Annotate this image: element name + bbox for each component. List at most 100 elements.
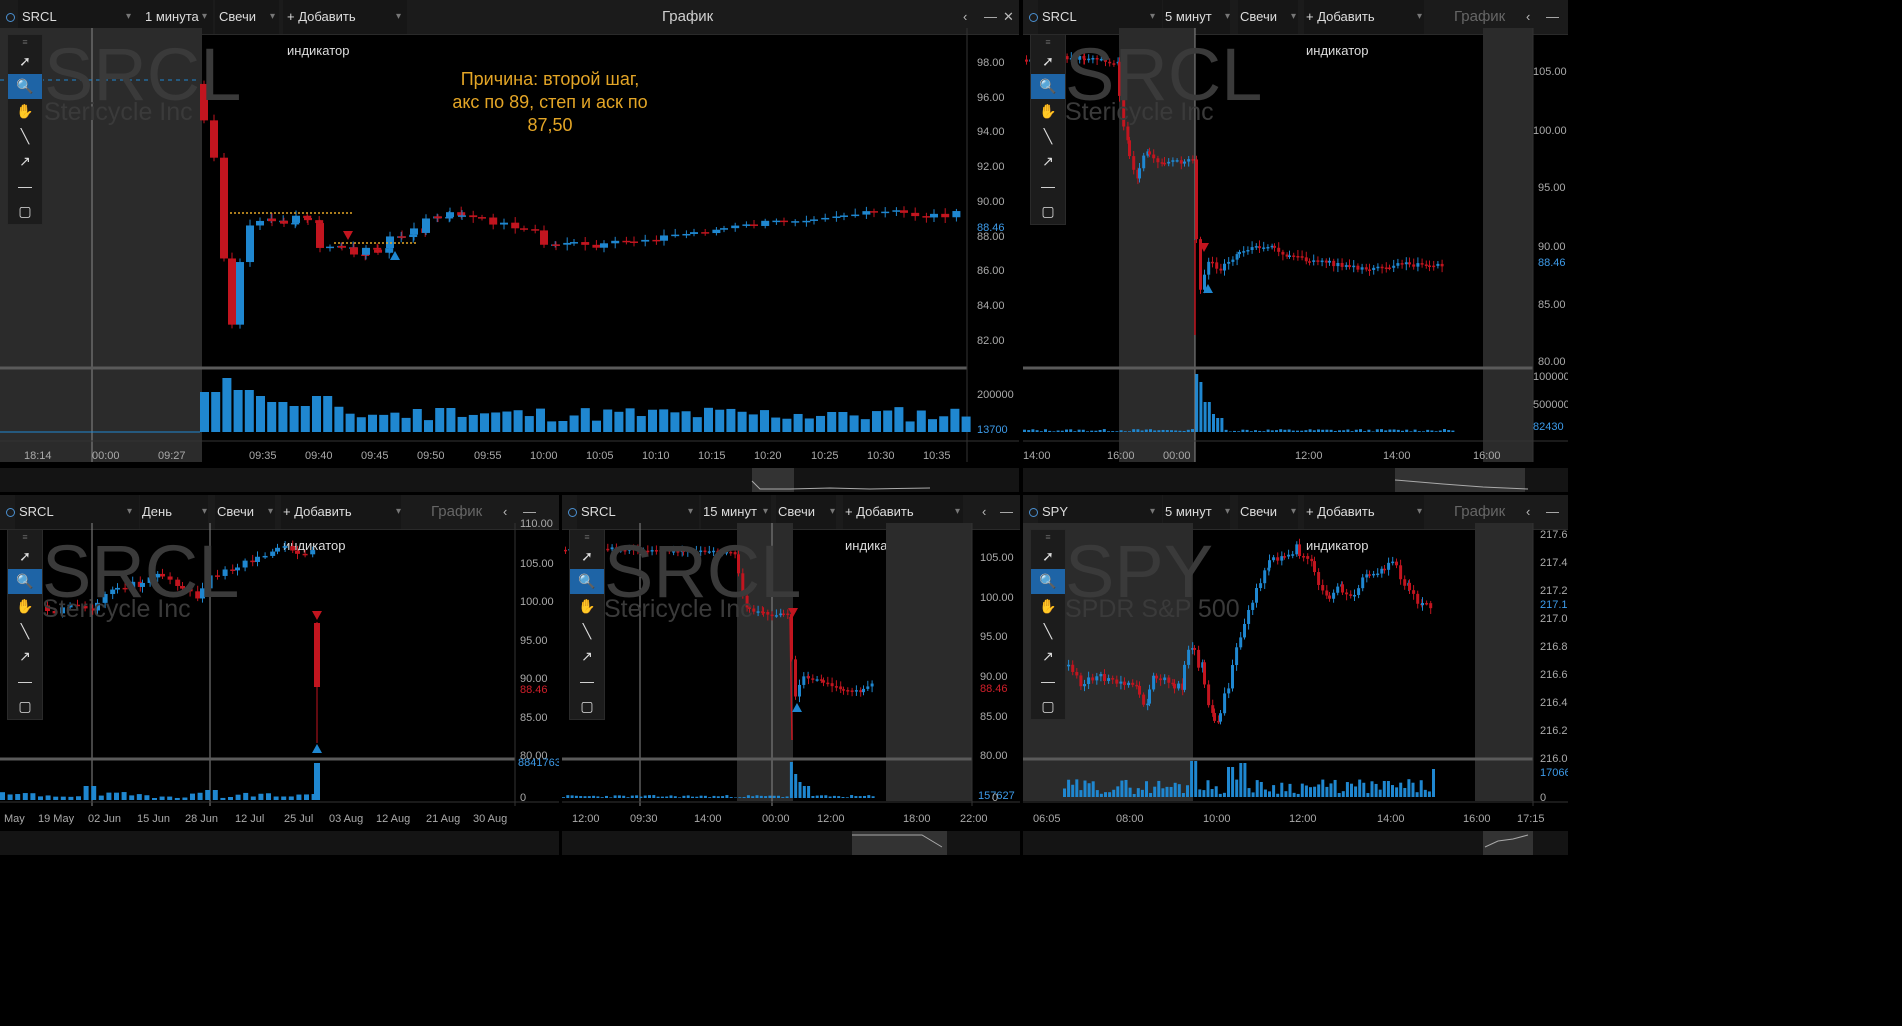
link-dot-icon[interactable] bbox=[568, 508, 577, 517]
chevron-down-icon[interactable]: ▾ bbox=[1225, 506, 1231, 517]
chevron-down-icon[interactable]: ▾ bbox=[202, 506, 208, 517]
volume-bar bbox=[1178, 430, 1182, 432]
chevron-down-icon[interactable]: ▾ bbox=[396, 11, 402, 22]
collapse-icon[interactable]: ‹ bbox=[982, 504, 987, 519]
pointer-icon[interactable]: ➚ bbox=[1042, 53, 1054, 69]
arrow-icon[interactable]: ↗ bbox=[1042, 153, 1054, 169]
link-dot-icon[interactable] bbox=[6, 508, 15, 517]
arrow-icon[interactable]: ↗ bbox=[19, 648, 31, 664]
minimize-icon[interactable]: — bbox=[984, 9, 997, 24]
chevron-down-icon[interactable]: ▾ bbox=[1150, 11, 1156, 22]
add-indicator-button[interactable]: + Добавить индикатор bbox=[283, 0, 407, 58]
chevron-down-icon[interactable]: ▾ bbox=[126, 11, 132, 22]
chevron-down-icon[interactable]: ▾ bbox=[1291, 11, 1297, 22]
line-icon[interactable]: ╲ bbox=[582, 623, 592, 639]
toolbar-grip-icon[interactable]: ≡ bbox=[22, 532, 28, 542]
pointer-icon[interactable]: ➚ bbox=[581, 548, 593, 564]
hline-icon[interactable]: — bbox=[580, 673, 594, 689]
hline-icon[interactable]: — bbox=[18, 673, 32, 689]
hand-icon[interactable]: ✋ bbox=[16, 103, 34, 119]
chevron-down-icon[interactable]: ▾ bbox=[127, 506, 133, 517]
navigator-window[interactable] bbox=[1483, 831, 1533, 855]
hand-icon[interactable]: ✋ bbox=[1039, 103, 1057, 119]
collapse-icon[interactable]: ‹ bbox=[963, 9, 968, 24]
navigator-window[interactable] bbox=[752, 468, 794, 492]
chevron-down-icon[interactable]: ▾ bbox=[1150, 506, 1156, 517]
interval-selector[interactable]: День bbox=[140, 495, 208, 529]
hline-icon[interactable]: — bbox=[1041, 673, 1055, 689]
chevron-down-icon[interactable]: ▾ bbox=[1417, 506, 1423, 517]
rect-icon[interactable]: ▢ bbox=[18, 203, 32, 219]
navigator[interactable] bbox=[0, 831, 559, 855]
chevron-down-icon[interactable]: ▾ bbox=[1291, 506, 1297, 517]
pointer-icon[interactable]: ➚ bbox=[19, 548, 31, 564]
arrow-icon[interactable]: ↗ bbox=[1042, 648, 1054, 664]
chart-type-selector[interactable]: Свечи bbox=[215, 495, 275, 529]
navigator[interactable] bbox=[1023, 831, 1568, 855]
pointer-icon[interactable]: ➚ bbox=[19, 53, 31, 69]
collapse-icon[interactable]: ‹ bbox=[1526, 504, 1531, 519]
minimize-icon[interactable]: — bbox=[1546, 9, 1559, 24]
minimize-icon[interactable]: — bbox=[1546, 504, 1559, 519]
hand-icon[interactable]: ✋ bbox=[16, 598, 34, 614]
rect-icon[interactable]: ▢ bbox=[580, 698, 594, 714]
collapse-icon[interactable]: ‹ bbox=[503, 504, 508, 519]
rect-icon[interactable]: ▢ bbox=[18, 698, 32, 714]
chevron-down-icon[interactable]: ▾ bbox=[1225, 11, 1231, 22]
symbol-selector[interactable]: SRCL bbox=[577, 495, 699, 529]
chevron-down-icon[interactable]: ▾ bbox=[1417, 11, 1423, 22]
pointer-icon[interactable]: ➚ bbox=[1042, 548, 1054, 564]
toolbar-grip-icon[interactable]: ≡ bbox=[1045, 532, 1051, 542]
candle bbox=[622, 240, 631, 243]
zoom-icon[interactable]: 🔍 bbox=[1031, 74, 1065, 99]
chevron-down-icon[interactable]: ▾ bbox=[955, 506, 961, 517]
chart-canvas-4[interactable]: 105.00 100.00 95.00 90.00 88.46 85.00 80… bbox=[562, 495, 1020, 1026]
link-dot-icon[interactable] bbox=[6, 13, 15, 22]
collapse-icon[interactable]: ‹ bbox=[1526, 9, 1531, 24]
symbol-selector[interactable]: SRCL bbox=[15, 495, 139, 529]
chart-type-selector[interactable]: Свечи bbox=[1238, 0, 1298, 34]
minimize-icon[interactable]: — bbox=[1000, 504, 1013, 519]
chart-type-selector[interactable]: Свечи bbox=[215, 0, 279, 34]
line-icon[interactable]: ╲ bbox=[1043, 623, 1053, 639]
chevron-down-icon[interactable]: ▾ bbox=[268, 506, 274, 517]
toolbar-grip-icon[interactable]: ≡ bbox=[584, 532, 590, 542]
close-icon[interactable]: ✕ bbox=[1003, 9, 1014, 24]
chart-type-selector[interactable]: Свечи bbox=[1238, 495, 1298, 529]
chevron-down-icon[interactable]: ▾ bbox=[830, 506, 836, 517]
hand-icon[interactable]: ✋ bbox=[1039, 598, 1057, 614]
hline-icon[interactable]: — bbox=[18, 178, 32, 194]
chevron-down-icon[interactable]: ▾ bbox=[763, 506, 769, 517]
chart-canvas-3[interactable]: 110.00 105.00 100.00 95.00 90.00 88.46 8… bbox=[0, 495, 559, 1026]
chart-canvas-2[interactable]: 105.00 100.00 95.00 90.00 88.46 85.00 80… bbox=[1023, 0, 1568, 492]
candle bbox=[1163, 677, 1167, 681]
candle bbox=[1317, 572, 1321, 585]
arrow-icon[interactable]: ↗ bbox=[19, 153, 31, 169]
line-icon[interactable]: ╲ bbox=[20, 128, 30, 144]
toolbar-grip-icon[interactable]: ≡ bbox=[22, 37, 28, 47]
add-indicator-button[interactable]: + Добавить индикатор bbox=[1304, 495, 1424, 553]
chevron-down-icon[interactable]: ▾ bbox=[688, 506, 694, 517]
chevron-down-icon[interactable]: ▾ bbox=[202, 11, 208, 22]
navigator[interactable] bbox=[562, 831, 1020, 855]
add-indicator-button[interactable]: + Добавить индикатор bbox=[281, 495, 401, 553]
link-dot-icon[interactable] bbox=[1029, 508, 1038, 517]
toolbar-grip-icon[interactable]: ≡ bbox=[1045, 37, 1051, 47]
navigator[interactable] bbox=[0, 468, 1019, 492]
link-dot-icon[interactable] bbox=[1029, 13, 1038, 22]
hand-icon[interactable]: ✋ bbox=[578, 598, 596, 614]
line-icon[interactable]: ╲ bbox=[1043, 128, 1053, 144]
zoom-icon[interactable]: 🔍 bbox=[8, 74, 42, 99]
hline-icon[interactable]: — bbox=[1041, 178, 1055, 194]
line-icon[interactable]: ╲ bbox=[20, 623, 30, 639]
arrow-icon[interactable]: ↗ bbox=[581, 648, 593, 664]
chevron-down-icon[interactable]: ▾ bbox=[396, 506, 402, 517]
add-indicator-button[interactable]: + Добавить индикатор bbox=[1304, 0, 1424, 58]
chevron-down-icon[interactable]: ▾ bbox=[270, 11, 276, 22]
rect-icon[interactable]: ▢ bbox=[1041, 698, 1055, 714]
rect-icon[interactable]: ▢ bbox=[1041, 203, 1055, 219]
minimize-icon[interactable]: — bbox=[523, 504, 536, 519]
zoom-icon[interactable]: 🔍 bbox=[570, 569, 604, 594]
zoom-icon[interactable]: 🔍 bbox=[1031, 569, 1065, 594]
zoom-icon[interactable]: 🔍 bbox=[8, 569, 42, 594]
